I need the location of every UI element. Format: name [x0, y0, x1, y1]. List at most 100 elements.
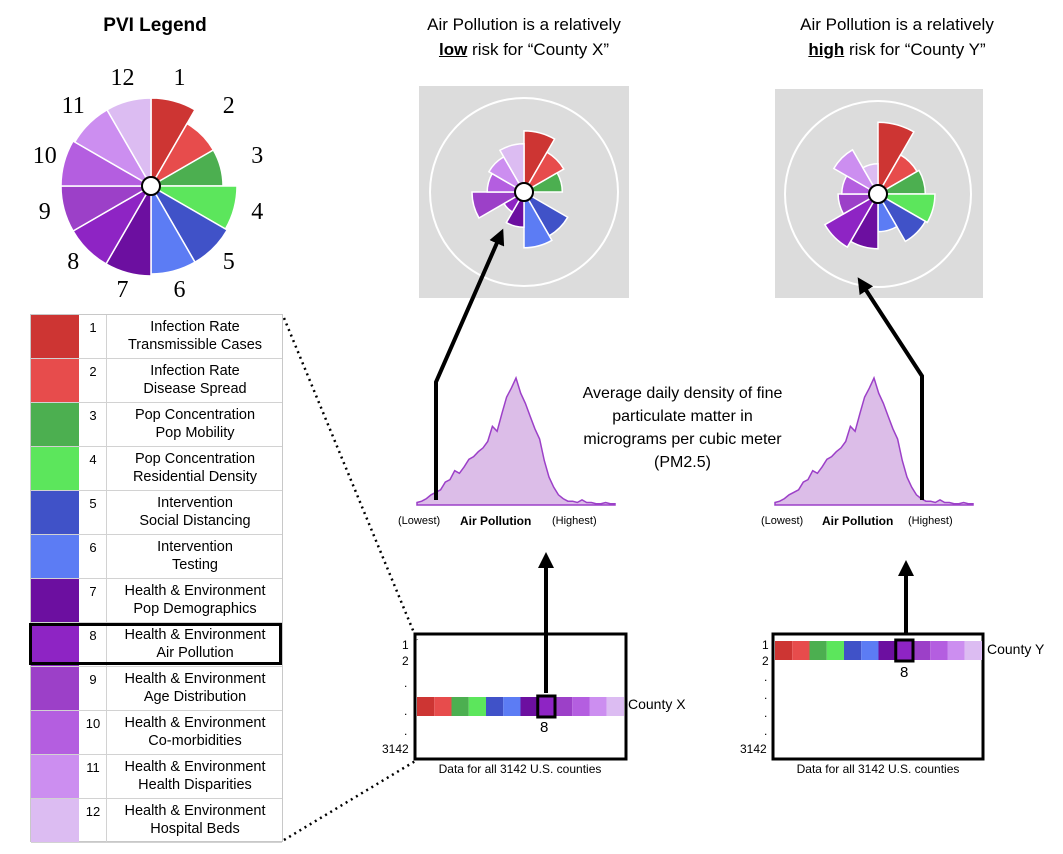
axis-x-lowest: (Lowest) — [398, 515, 441, 527]
caption-y-line2: high risk for “County Y” — [747, 37, 1047, 62]
strip-cell — [792, 641, 810, 660]
axis-y-highest: (Highest) — [908, 515, 953, 527]
box-x-row-2: 2 — [402, 654, 409, 668]
rose-wedge — [877, 121, 915, 197]
pvi-legend-table: 1 Infection Rate Transmissible Cases 2 Infec… — [30, 314, 283, 843]
legend-swatch — [31, 403, 79, 446]
axis-x-highest: (Highest) — [552, 515, 597, 527]
legend-category: Health & Environment — [124, 803, 266, 819]
legend-category: Pop Concentration — [134, 451, 256, 467]
strip-cell — [520, 697, 538, 716]
legend-subcategory: Age Distribution — [143, 688, 247, 705]
caption-x-emphasis: low — [438, 40, 468, 59]
legend-subcategory: Disease Spread — [143, 380, 247, 397]
strip-cell — [606, 697, 624, 716]
legend-number: 4 — [80, 447, 107, 490]
strip-cell — [844, 641, 862, 660]
arrow-dist-y-to-rose — [857, 277, 924, 500]
legend-text: Health & Environment Co-morbidities — [108, 711, 282, 754]
pm25-description: Average daily density of fine particulat… — [560, 382, 805, 474]
legend-category: Intervention — [157, 495, 233, 511]
strip-cell — [468, 697, 486, 716]
legend-number: 11 — [80, 755, 107, 798]
box-x-caption: Data for all 3142 U.S. counties — [438, 762, 602, 776]
strip-marker — [894, 638, 915, 663]
rose-wedge — [521, 151, 565, 195]
strip-cell — [555, 697, 573, 716]
dotted-connector-top — [282, 317, 419, 641]
pie-number-label: 2 — [222, 93, 235, 120]
strip-marker — [536, 694, 557, 719]
dotted-connector-bottom — [283, 758, 418, 842]
legend-swatch — [31, 491, 79, 534]
rose-wedge — [523, 189, 553, 249]
legend-text: Infection Rate Transmissible Cases — [108, 315, 282, 358]
axis-x-label: Air Pollution — [460, 514, 532, 528]
box-x-dot-1: . — [404, 676, 408, 690]
legend-row: 3 Pop Concentration Pop Mobility — [31, 403, 282, 447]
legend-number: 1 — [80, 315, 107, 358]
legend-category: Health & Environment — [124, 627, 266, 643]
axis-y-label: Air Pollution — [822, 514, 894, 528]
legend-subcategory: Pop Demographics — [133, 600, 257, 617]
air-pollution-distribution-y — [774, 375, 974, 506]
rose-wedge — [875, 191, 927, 243]
strip-cell — [895, 641, 913, 660]
legend-subcategory: Residential Density — [132, 468, 258, 485]
legend-swatch — [31, 623, 79, 666]
arrow-dist-x-to-rose — [434, 228, 505, 500]
rose-wedge — [832, 148, 881, 197]
pvi-legend-title: PVI Legend — [103, 15, 207, 36]
pm25-line4: (PM2.5) — [654, 454, 711, 471]
rose-wedge — [471, 191, 527, 220]
county-x-label: County X — [628, 696, 686, 712]
legend-swatch — [31, 535, 79, 578]
legend-subcategory: Testing — [172, 556, 218, 573]
rose-wedge — [521, 171, 564, 193]
data-box-county-x — [413, 632, 628, 761]
pie-number-label: 4 — [251, 199, 264, 226]
strip-cell — [486, 697, 504, 716]
box-x-row-last: 3142 — [382, 742, 409, 756]
county-y-strip — [775, 638, 982, 663]
legend-text: Infection Rate Disease Spread — [108, 359, 282, 402]
legend-swatch — [31, 799, 79, 842]
legend-swatch — [31, 315, 79, 358]
legend-number: 3 — [80, 403, 107, 446]
legend-category: Health & Environment — [124, 671, 266, 687]
legend-swatch — [31, 447, 79, 490]
pie-number-label: 11 — [61, 93, 85, 120]
county-y-label: County Y — [987, 641, 1045, 657]
legend-swatch — [31, 359, 79, 402]
strip-cell — [537, 697, 555, 716]
strip-cell — [809, 641, 827, 660]
rose-center — [514, 182, 534, 202]
legend-swatch — [31, 755, 79, 798]
legend-number: 6 — [80, 535, 107, 578]
legend-subcategory: Health Disparities — [138, 776, 252, 793]
legend-text: Intervention Social Distancing — [108, 491, 282, 534]
strip-cell — [947, 641, 965, 660]
rose-wedge — [837, 193, 881, 215]
legend-text: Health & Environment Pop Demographics — [108, 579, 282, 622]
legend-text: Health & Environment Health Disparities — [108, 755, 282, 798]
legend-category: Health & Environment — [124, 583, 266, 599]
strip-cell — [861, 641, 879, 660]
legend-row: 6 Intervention Testing — [31, 535, 282, 579]
rose-chart-county-x — [471, 130, 569, 249]
legend-subcategory: Co-morbidities — [148, 732, 242, 749]
legend-number: 10 — [80, 711, 107, 754]
distribution-area — [774, 375, 974, 506]
caption-x-line2: low risk for “County X” — [374, 37, 674, 62]
box-y-row-2: 2 — [762, 654, 769, 668]
box-y-dot-1: . — [764, 670, 768, 684]
box-y-row-1: 1 — [762, 638, 769, 652]
legend-text: Intervention Testing — [108, 535, 282, 578]
box-y-dot-4: . — [764, 724, 768, 738]
pie-number-label: 7 — [116, 277, 129, 304]
pvi-legend-pie — [60, 97, 238, 277]
legend-number: 2 — [80, 359, 107, 402]
legend-category: Intervention — [157, 539, 233, 555]
rose-wedge — [523, 130, 556, 195]
